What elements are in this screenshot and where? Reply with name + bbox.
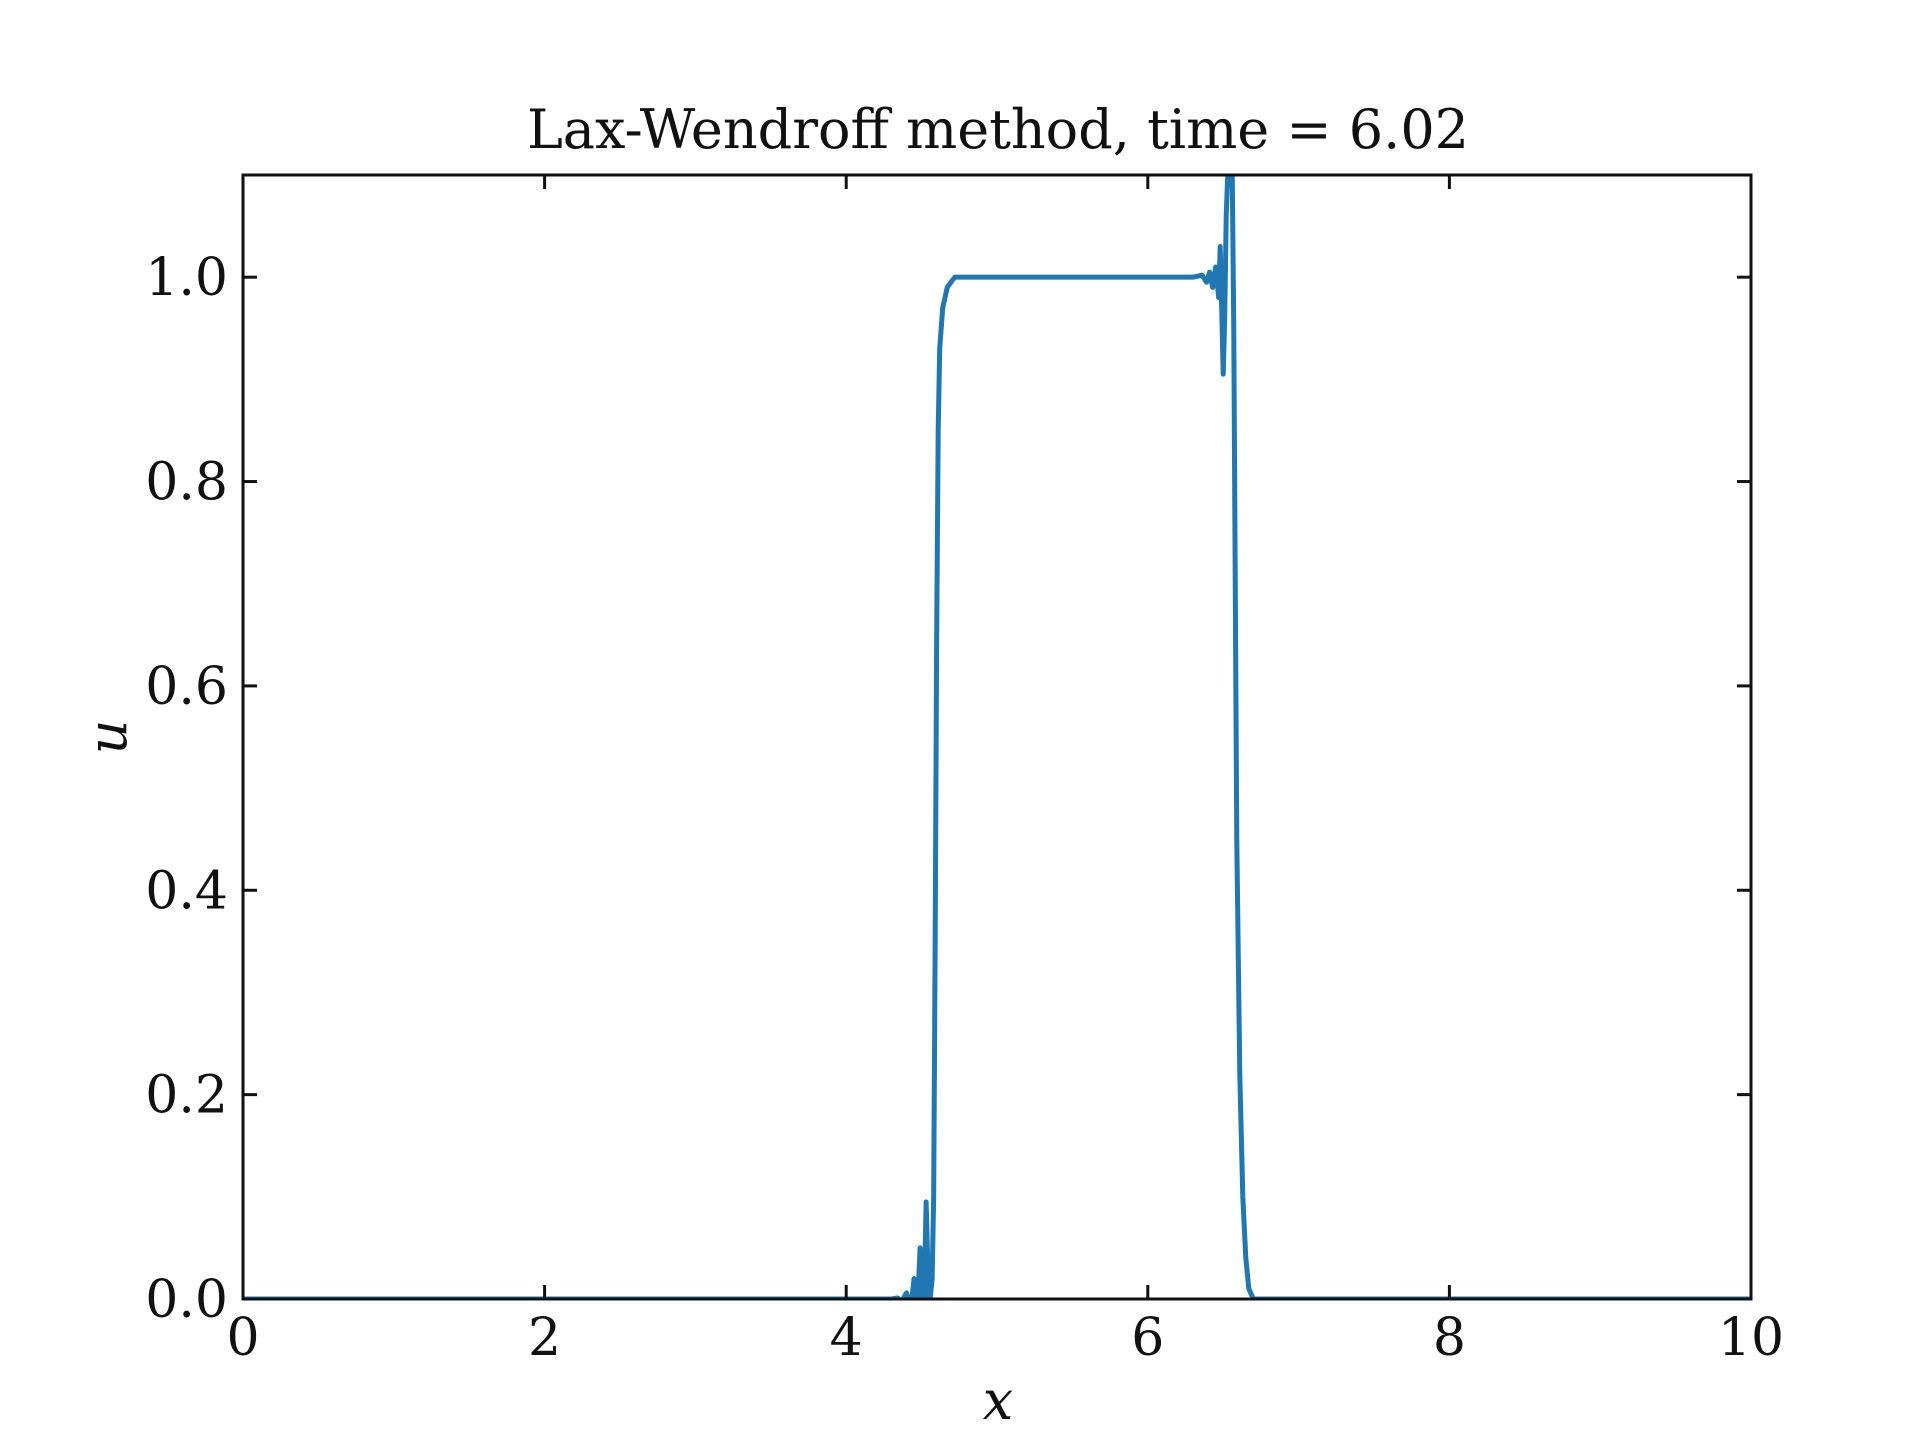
y-tick-label: 0.6 xyxy=(145,657,228,717)
plot-area xyxy=(241,173,1753,1301)
plot-frame xyxy=(241,173,1753,1301)
y-tick-label: 1.0 xyxy=(145,248,228,308)
x-tick-label: 6 xyxy=(1131,1308,1164,1368)
y-tick-label: 0.8 xyxy=(145,453,228,513)
x-tick-label: 10 xyxy=(1718,1308,1784,1368)
y-tick-label: 0.0 xyxy=(145,1270,228,1330)
x-tick-label: 0 xyxy=(226,1308,259,1368)
x-tick-label: 2 xyxy=(528,1308,561,1368)
y-tick-label: 0.4 xyxy=(145,861,228,921)
y-axis: 0.0 0.2 0.4 0.6 0.8 1.0 xyxy=(145,248,1751,1330)
x-axis-label: x xyxy=(983,1369,1013,1432)
y-tick-label: 0.2 xyxy=(145,1066,228,1126)
series-line xyxy=(243,175,1751,1299)
y-axis-label: u xyxy=(76,720,139,755)
x-tick-label: 8 xyxy=(1433,1308,1466,1368)
chart-title: Lax-Wendroff method, time = 6.02 xyxy=(527,98,1469,161)
x-tick-label: 4 xyxy=(830,1308,863,1368)
x-axis: 0 2 4 6 8 10 xyxy=(226,175,1784,1368)
